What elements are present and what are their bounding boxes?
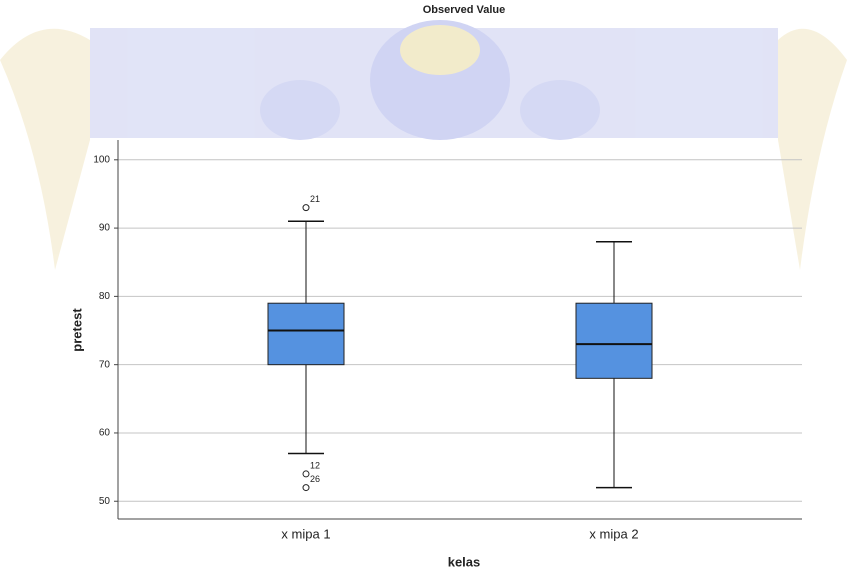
y-axis-title: pretest — [69, 308, 84, 352]
outlier — [302, 484, 310, 492]
y-tick-label: 50 — [99, 496, 111, 507]
x-axis-title: kelas — [448, 554, 481, 569]
y-tick-label: 100 — [93, 154, 110, 165]
outlier — [302, 204, 310, 212]
y-tick-label: 60 — [99, 428, 111, 439]
x-tick-label: x mipa 1 — [281, 526, 330, 541]
outlier-case: 21 — [310, 194, 320, 204]
x-tick-label: x mipa 2 — [589, 526, 638, 541]
outlier-case: 26 — [310, 474, 320, 484]
y-tick-label: 70 — [99, 359, 111, 370]
y-tick-label: 80 — [99, 291, 111, 302]
box — [575, 302, 653, 379]
outlier-case: 12 — [310, 460, 320, 470]
y-tick-label: 90 — [99, 223, 111, 234]
outlier — [302, 470, 310, 478]
watermark — [0, 20, 847, 270]
chart-title: Observed Value — [423, 4, 506, 16]
box — [267, 302, 345, 366]
